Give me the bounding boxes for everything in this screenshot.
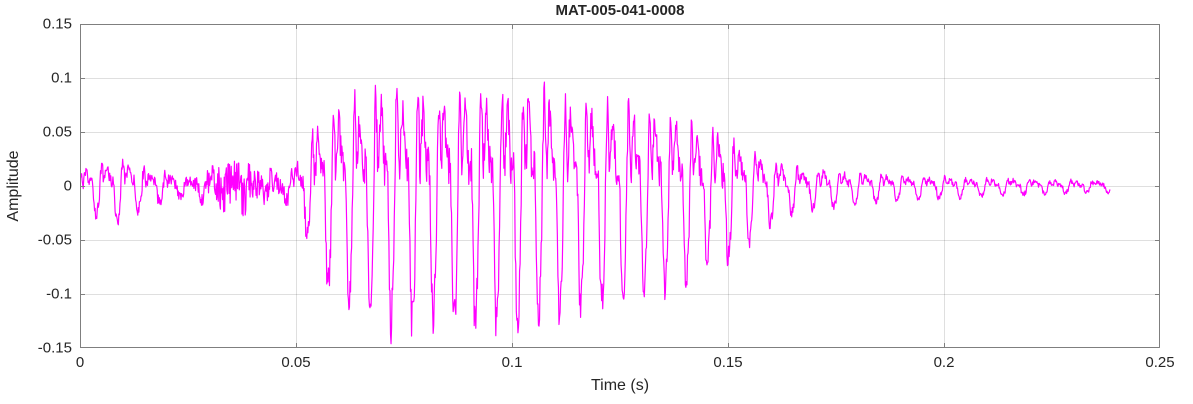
y-tick-label: -0.1 [46, 285, 72, 303]
y-tick-label: -0.15 [37, 339, 72, 357]
y-axis-label: Amplitude [5, 150, 22, 222]
x-tick-label: 0.1 [501, 354, 523, 371]
x-tick-label: 0.2 [933, 354, 955, 371]
x-axis-label: Time (s) [590, 377, 650, 394]
x-tick-label: 0.05 [281, 354, 311, 371]
x-tick-label: 0.15 [713, 354, 743, 371]
waveform-plot [80, 24, 1160, 348]
y-tick-label: -0.05 [37, 231, 72, 249]
x-tick-label: 0.25 [1145, 354, 1175, 371]
y-tick-label: 0.15 [42, 15, 72, 33]
x-tick-label: 0 [75, 354, 85, 371]
chart-title: MAT-005-041-0008 [555, 2, 685, 19]
y-tick-label: 0 [63, 177, 72, 195]
y-tick-label: 0.1 [51, 69, 72, 87]
y-tick-label: 0.05 [42, 123, 72, 141]
